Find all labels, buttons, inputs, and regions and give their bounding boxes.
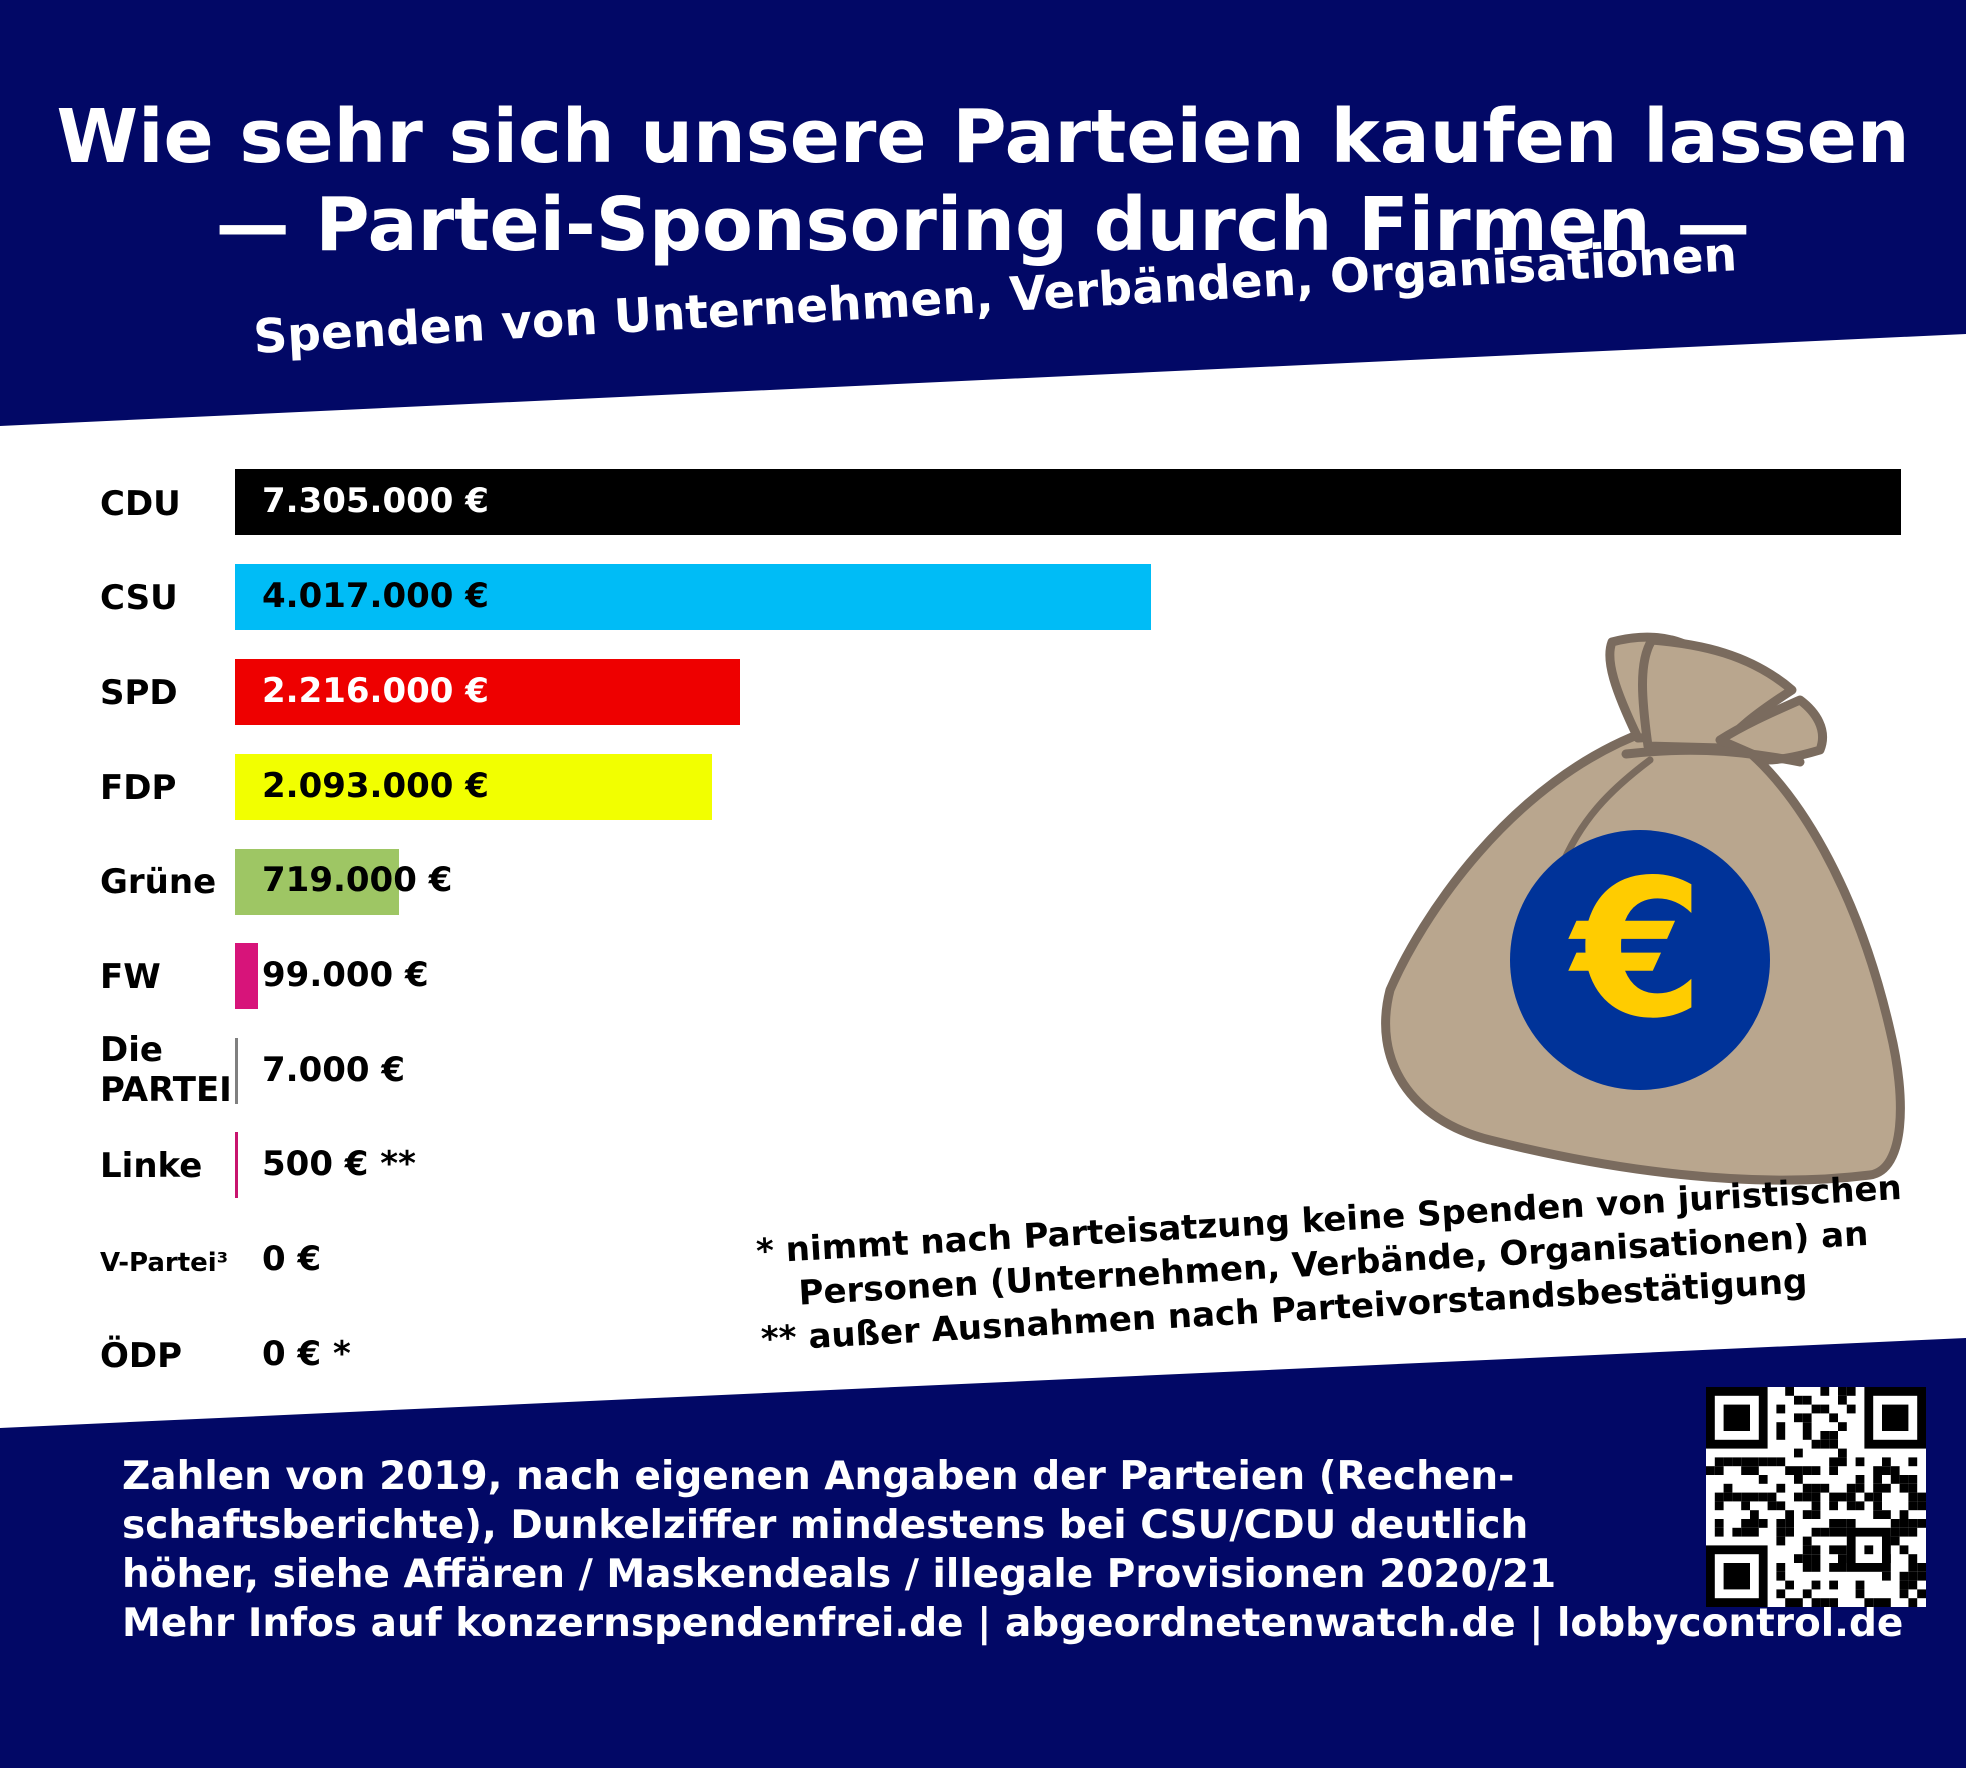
bar-gruene [235,849,399,915]
bar-spd [235,659,741,725]
source-line-links: Mehr Infos auf konzernspendenfrei.de | a… [122,1601,1904,1646]
source-line-1: Zahlen von 2019, nach eigenen Angaben de… [122,1454,1515,1499]
value-label-spd: 2.216.000 € [262,671,489,711]
qr-code [1706,1387,1926,1607]
title-line-2: — Partei-Sponsoring durch Firmen — [215,182,1751,268]
euro-icon [1510,830,1770,1090]
value-label-v-partei: 0 € [262,1239,322,1279]
bar-fdp [235,754,713,820]
bar-cdu [235,469,1901,535]
party-label-linke: Linke [100,1146,203,1186]
bar-csu [235,564,1152,630]
party-label-die-partei: Die PARTEI [100,1030,232,1110]
value-label-csu: 4.017.000 € [262,576,489,616]
party-label-oedp: ÖDP [100,1336,183,1376]
party-label-spd: SPD [100,673,178,713]
value-label-cdu: 7.305.000 € [262,481,489,521]
top-band [0,0,1966,426]
party-label-v-partei: V-Partei³ [100,1248,229,1278]
source-note: Zahlen von 2019, nach eigenen Angaben de… [122,1452,1903,1648]
money-bag-icon: € [1381,632,1905,1185]
bar-linke [235,1132,238,1198]
bottom-band [0,1338,1966,1768]
bar-die-partei [235,1038,238,1104]
party-label-csu: CSU [100,578,178,618]
value-label-gruene: 719.000 € [262,860,453,900]
title-line-1: Wie sehr sich unsere Parteien kaufen las… [56,94,1910,180]
source-line-2: schaftsberichte), Dunkelziffer mindesten… [122,1503,1529,1548]
svg-text:€: € [1568,839,1704,1060]
value-label-oedp: 0 € * [262,1334,351,1374]
source-line-3: höher, siehe Affären / Maskendeals / ill… [122,1552,1557,1597]
party-label-cdu: CDU [100,484,181,524]
party-label-gruene: Grüne [100,862,217,902]
value-label-fdp: 2.093.000 € [262,766,489,806]
bar-fw [235,943,258,1009]
party-label-fdp: FDP [100,768,177,808]
party-label-fw: FW [100,957,161,997]
value-label-linke: 500 € ** [262,1144,416,1184]
value-label-die-partei: 7.000 € [262,1050,406,1090]
value-label-fw: 99.000 € [262,955,429,995]
